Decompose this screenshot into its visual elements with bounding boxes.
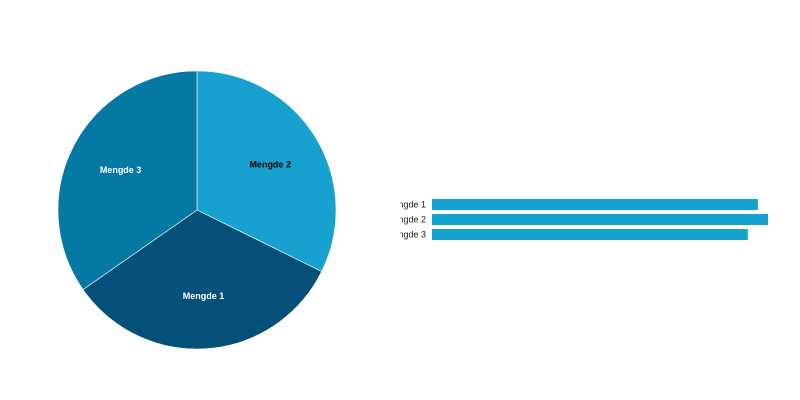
bar-mengde-2: [432, 214, 768, 225]
bar-label-mengde-2: Mengde 2: [400, 215, 426, 225]
pie-slice-label-mengde-2: Mengde 2: [249, 160, 291, 170]
bar-label-mengde-1: Mengde 1: [400, 200, 426, 210]
bar-mengde-1: [432, 199, 758, 210]
pie-slice-mengde-1: [82, 209, 323, 350]
bar-chart: Mengde 1 Mengde 2 Mengde 3: [400, 199, 768, 240]
pie-chart: Mengde 2 Mengde 1 Mengde 3: [57, 70, 337, 350]
pie-slice-label-mengde-3: Mengde 3: [100, 165, 142, 175]
pie-slice-mengde-2: [196, 70, 337, 272]
pie-slice-mengde-3: [57, 70, 198, 290]
bar-label-mengde-3: Mengde 3: [400, 230, 426, 240]
pie-slice-label-mengde-1: Mengde 1: [183, 291, 225, 301]
bar-mengde-3: [432, 229, 748, 240]
